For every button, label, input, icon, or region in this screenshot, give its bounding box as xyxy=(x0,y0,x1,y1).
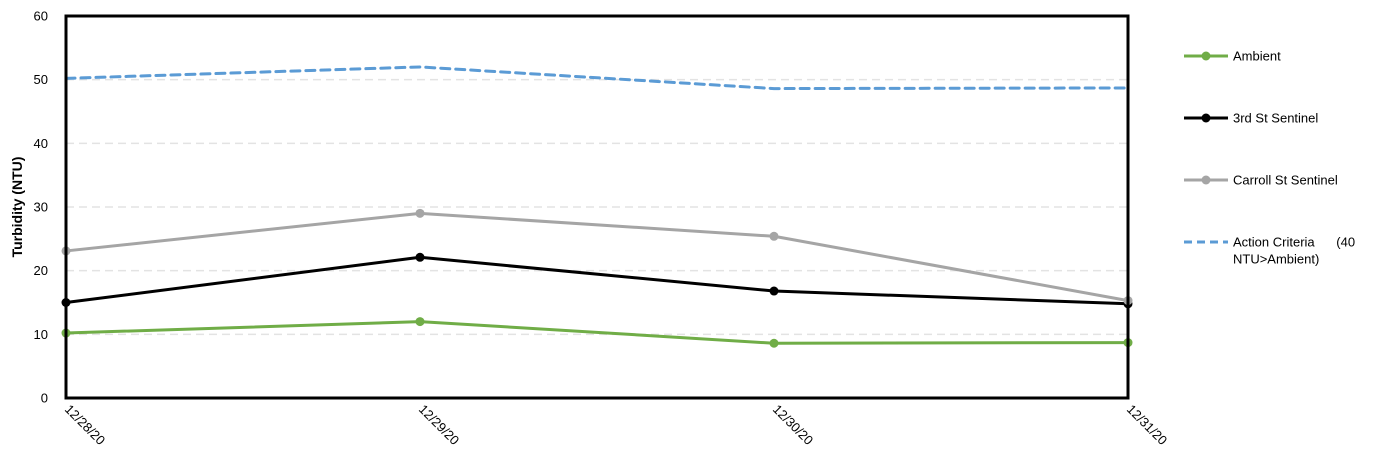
data-point xyxy=(769,286,779,296)
y-tick-label: 20 xyxy=(34,263,48,278)
series-2 xyxy=(61,208,1133,306)
y-tick-label: 10 xyxy=(34,327,48,342)
x-tick-label: 12/31/20 xyxy=(1124,402,1170,448)
y-tick-label: 40 xyxy=(34,136,48,151)
series-line xyxy=(64,211,1130,303)
legend-item: Carroll St Sentinel xyxy=(1184,173,1338,188)
x-tick-label: 12/28/20 xyxy=(62,402,108,448)
legend-label: NTU>Ambient) xyxy=(1233,252,1319,267)
legend-marker xyxy=(1201,51,1211,61)
legend-label: Carroll St Sentinel xyxy=(1233,173,1338,188)
series-1 xyxy=(61,252,1133,309)
series-3 xyxy=(64,65,1130,91)
series-line xyxy=(64,320,1130,345)
data-point xyxy=(415,252,425,262)
legend-item: Ambient xyxy=(1184,49,1281,64)
legend-item: Action Criteria (40 NTU>Ambient) xyxy=(1184,235,1355,267)
series-line xyxy=(64,65,1130,91)
legend-label: Action Criteria (40 xyxy=(1233,235,1355,250)
y-tick-label: 50 xyxy=(34,72,48,87)
y-tick-label: 30 xyxy=(34,200,48,215)
data-point xyxy=(769,338,779,348)
legend-item: 3rd St Sentinel xyxy=(1184,111,1318,126)
plot-area-frame xyxy=(64,14,1130,400)
gridlines xyxy=(66,78,1128,336)
legend-marker xyxy=(1201,175,1211,185)
series-0 xyxy=(61,317,1133,348)
x-tick-label: 12/29/20 xyxy=(416,402,462,448)
legend: Ambient 3rd St Sentinel Carroll St Sentine… xyxy=(1184,49,1355,267)
data-point xyxy=(415,317,425,327)
data-point xyxy=(415,208,425,218)
y-tick-label: 60 xyxy=(34,9,48,24)
legend-label: 3rd St Sentinel xyxy=(1233,111,1318,126)
data-point xyxy=(769,231,779,241)
series-line xyxy=(64,255,1130,306)
legend-marker xyxy=(1201,113,1211,123)
y-axis-label: Turbidity (NTU) xyxy=(9,157,25,258)
legend-label: Ambient xyxy=(1233,49,1281,64)
y-axis-ticks: 0 10 20 30 40 50 60 xyxy=(34,9,48,406)
y-tick-label: 0 xyxy=(41,391,48,406)
x-axis-ticks: 12/28/20 12/29/20 12/30/20 12/31/20 xyxy=(62,402,1170,448)
series-group xyxy=(61,65,1133,348)
x-tick-label: 12/30/20 xyxy=(770,402,816,448)
